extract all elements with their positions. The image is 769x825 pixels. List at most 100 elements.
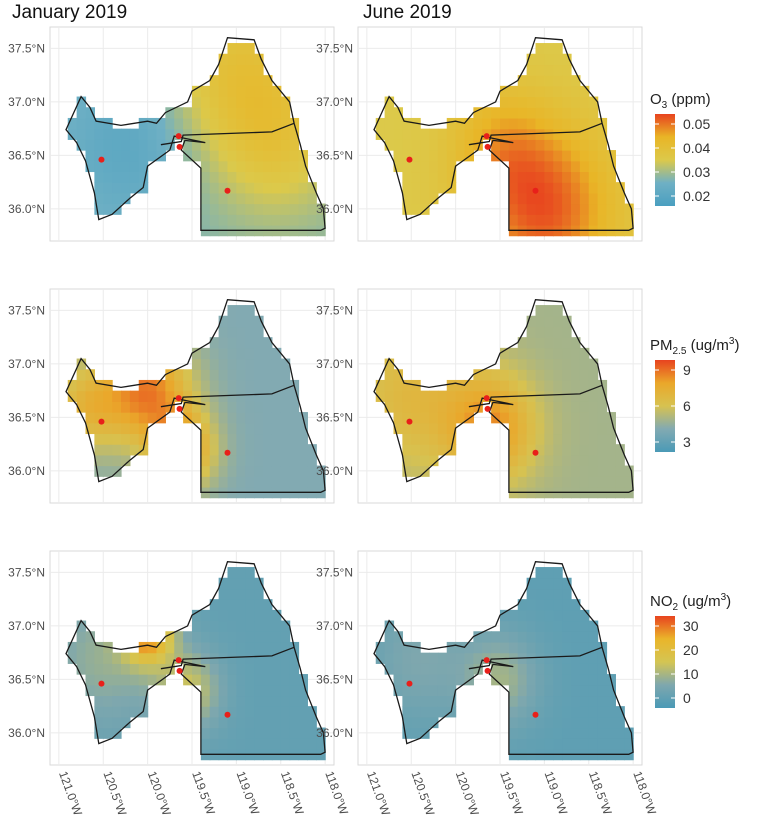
raster-cell — [562, 203, 572, 215]
raster-cell — [597, 674, 608, 686]
raster-cell — [271, 465, 282, 477]
raster-cell — [517, 433, 528, 445]
raster-cell — [517, 422, 528, 435]
raster-cell — [192, 347, 202, 360]
raster-cell — [254, 599, 264, 611]
raster-cell — [553, 401, 563, 413]
raster-cell — [218, 609, 229, 622]
raster-cell — [606, 192, 616, 205]
raster-cell — [526, 674, 537, 686]
lat-tick-label: 36.0°N — [316, 726, 353, 740]
raster-cell — [491, 139, 501, 151]
raster-cell — [138, 117, 149, 130]
raster-cell — [245, 379, 255, 392]
raster-cell — [455, 663, 466, 675]
raster-cell — [129, 412, 140, 424]
raster-cell — [121, 684, 131, 697]
raster-cell — [544, 128, 554, 140]
raster-cell — [482, 379, 492, 392]
raster-cell — [236, 305, 246, 317]
raster-cell — [411, 182, 421, 194]
raster-cell — [94, 379, 104, 392]
raster-cell — [271, 433, 282, 445]
raster-cell — [209, 631, 220, 643]
raster-cell — [94, 727, 104, 739]
raster-cell — [200, 192, 211, 205]
raster-cell — [446, 171, 457, 183]
raster-cell — [227, 444, 237, 456]
raster-cell — [544, 96, 554, 108]
raster-cell — [245, 203, 255, 215]
raster-cell — [165, 379, 175, 392]
raster-cell — [227, 305, 237, 317]
raster-cell — [588, 476, 599, 488]
raster-cell — [245, 454, 255, 467]
legend-o3: O3 (ppm)0.050.040.030.02 — [650, 91, 711, 206]
raster-cell — [218, 695, 229, 707]
raster-cell — [236, 620, 246, 632]
raster-cell — [209, 75, 220, 87]
raster-cell — [571, 192, 581, 205]
raster-cell — [544, 358, 554, 370]
raster-cell — [508, 476, 519, 488]
raster-cell — [446, 684, 457, 697]
raster-cell — [245, 401, 255, 413]
raster-cell — [562, 182, 572, 194]
raster-cell — [245, 128, 255, 140]
raster-cell — [298, 422, 308, 435]
lat-tick-label: 36.0°N — [8, 202, 45, 216]
raster-cell — [508, 150, 519, 162]
raster-cell — [544, 641, 554, 654]
raster-cell — [103, 203, 113, 215]
raster-cell — [508, 641, 519, 654]
raster-cell — [192, 139, 202, 151]
raster-cell — [526, 139, 537, 151]
raster-cell — [508, 139, 519, 151]
raster-cell — [280, 160, 291, 173]
legend-colorbar — [655, 360, 675, 452]
raster-cell — [571, 684, 581, 697]
monitoring-site-marker — [532, 449, 539, 456]
raster-cell — [491, 369, 501, 381]
raster-cell — [298, 727, 308, 739]
raster-cell — [271, 412, 282, 424]
raster-cell — [544, 706, 554, 718]
raster-cell — [218, 171, 229, 183]
raster-cell — [289, 454, 300, 467]
raster-cell — [553, 85, 563, 98]
lon-tick-label: 118.5°W — [278, 769, 307, 817]
monitoring-site-marker — [532, 187, 539, 194]
raster-cell — [571, 631, 581, 643]
raster-cell — [200, 738, 211, 750]
raster-cell — [227, 160, 237, 173]
raster-cell — [245, 214, 255, 226]
raster-cell — [307, 738, 317, 750]
raster-cell — [245, 96, 255, 108]
raster-cell — [553, 347, 563, 360]
raster-cell — [517, 599, 528, 611]
raster-cell — [236, 214, 246, 226]
raster-cell — [209, 401, 220, 413]
raster-cell — [200, 422, 211, 435]
raster-cell — [236, 433, 246, 445]
raster-cell — [218, 716, 229, 729]
raster-cell — [307, 214, 317, 226]
raster-cell — [553, 727, 563, 739]
raster-cell — [508, 727, 519, 739]
raster-cell — [192, 117, 202, 130]
raster-cell — [94, 128, 104, 140]
raster-cell — [526, 75, 537, 87]
raster-cell — [420, 171, 430, 183]
raster-cell — [553, 379, 563, 392]
raster-cell — [307, 203, 317, 215]
raster-cell — [615, 465, 625, 477]
raster-cell — [280, 358, 291, 370]
monitoring-site-marker — [224, 449, 231, 456]
raster-cell — [615, 192, 625, 205]
raster-cell — [588, 379, 599, 392]
raster-cell — [254, 674, 264, 686]
raster-cell — [227, 139, 237, 151]
raster-cell — [624, 727, 634, 739]
raster-cell — [597, 128, 608, 140]
raster-cell — [192, 620, 202, 632]
